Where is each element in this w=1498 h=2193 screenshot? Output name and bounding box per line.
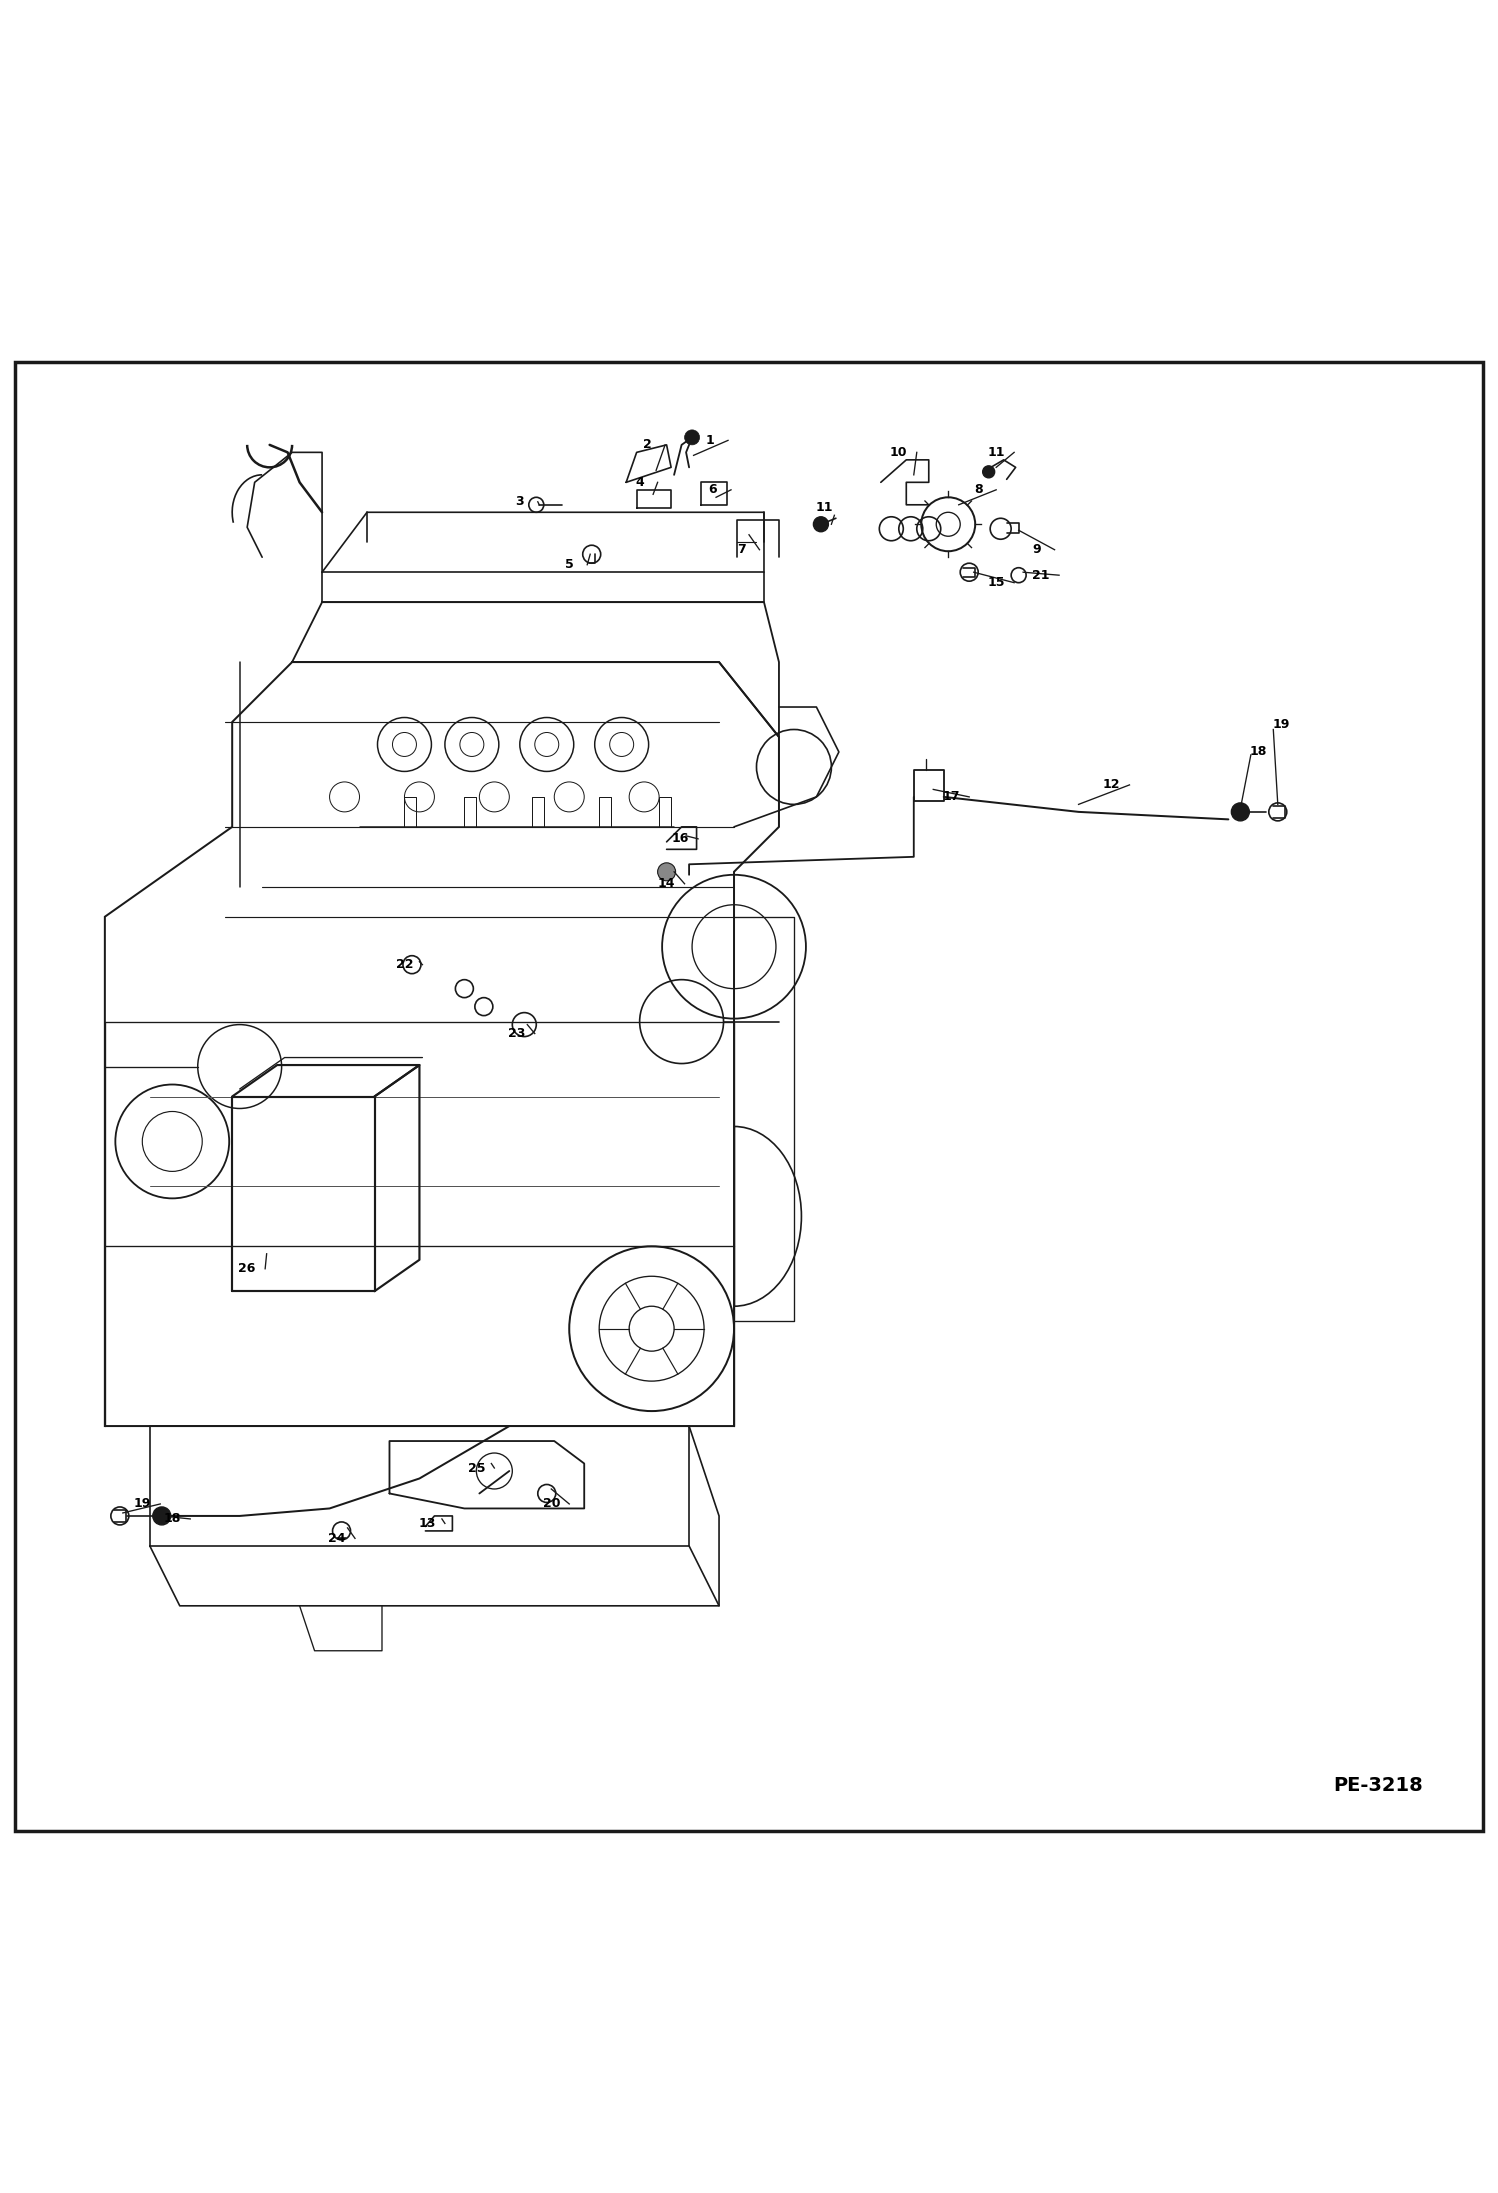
Text: 17: 17 — [942, 789, 960, 803]
Circle shape — [983, 465, 995, 478]
Text: 18: 18 — [163, 1513, 181, 1526]
Circle shape — [658, 862, 676, 882]
Text: 6: 6 — [709, 482, 718, 496]
Text: 19: 19 — [133, 1498, 151, 1511]
Text: 3: 3 — [515, 496, 524, 509]
Text: 16: 16 — [671, 833, 689, 844]
Text: 25: 25 — [467, 1461, 485, 1474]
Text: 20: 20 — [542, 1498, 560, 1511]
Text: 23: 23 — [508, 1026, 526, 1039]
Text: 11: 11 — [815, 502, 833, 515]
Text: 24: 24 — [328, 1533, 346, 1544]
Text: 4: 4 — [635, 476, 644, 489]
Text: 7: 7 — [737, 544, 746, 557]
Text: 10: 10 — [890, 445, 908, 458]
Circle shape — [813, 518, 828, 531]
Circle shape — [685, 430, 700, 445]
Text: PE-3218: PE-3218 — [1333, 1776, 1423, 1796]
Text: 11: 11 — [987, 445, 1005, 458]
Text: 9: 9 — [1032, 544, 1041, 557]
Text: 12: 12 — [1103, 779, 1121, 792]
Text: 19: 19 — [1272, 719, 1290, 732]
Text: 13: 13 — [418, 1518, 436, 1531]
Text: 14: 14 — [658, 877, 676, 890]
Text: 26: 26 — [238, 1263, 256, 1276]
Text: 8: 8 — [974, 482, 983, 496]
Text: 1: 1 — [706, 434, 715, 447]
Text: 5: 5 — [565, 559, 574, 570]
Text: 18: 18 — [1249, 746, 1267, 759]
Text: 21: 21 — [1032, 568, 1050, 581]
Text: 2: 2 — [643, 439, 652, 452]
Text: 22: 22 — [395, 958, 413, 971]
Text: 15: 15 — [987, 577, 1005, 590]
Circle shape — [153, 1507, 171, 1524]
Circle shape — [1231, 803, 1249, 820]
